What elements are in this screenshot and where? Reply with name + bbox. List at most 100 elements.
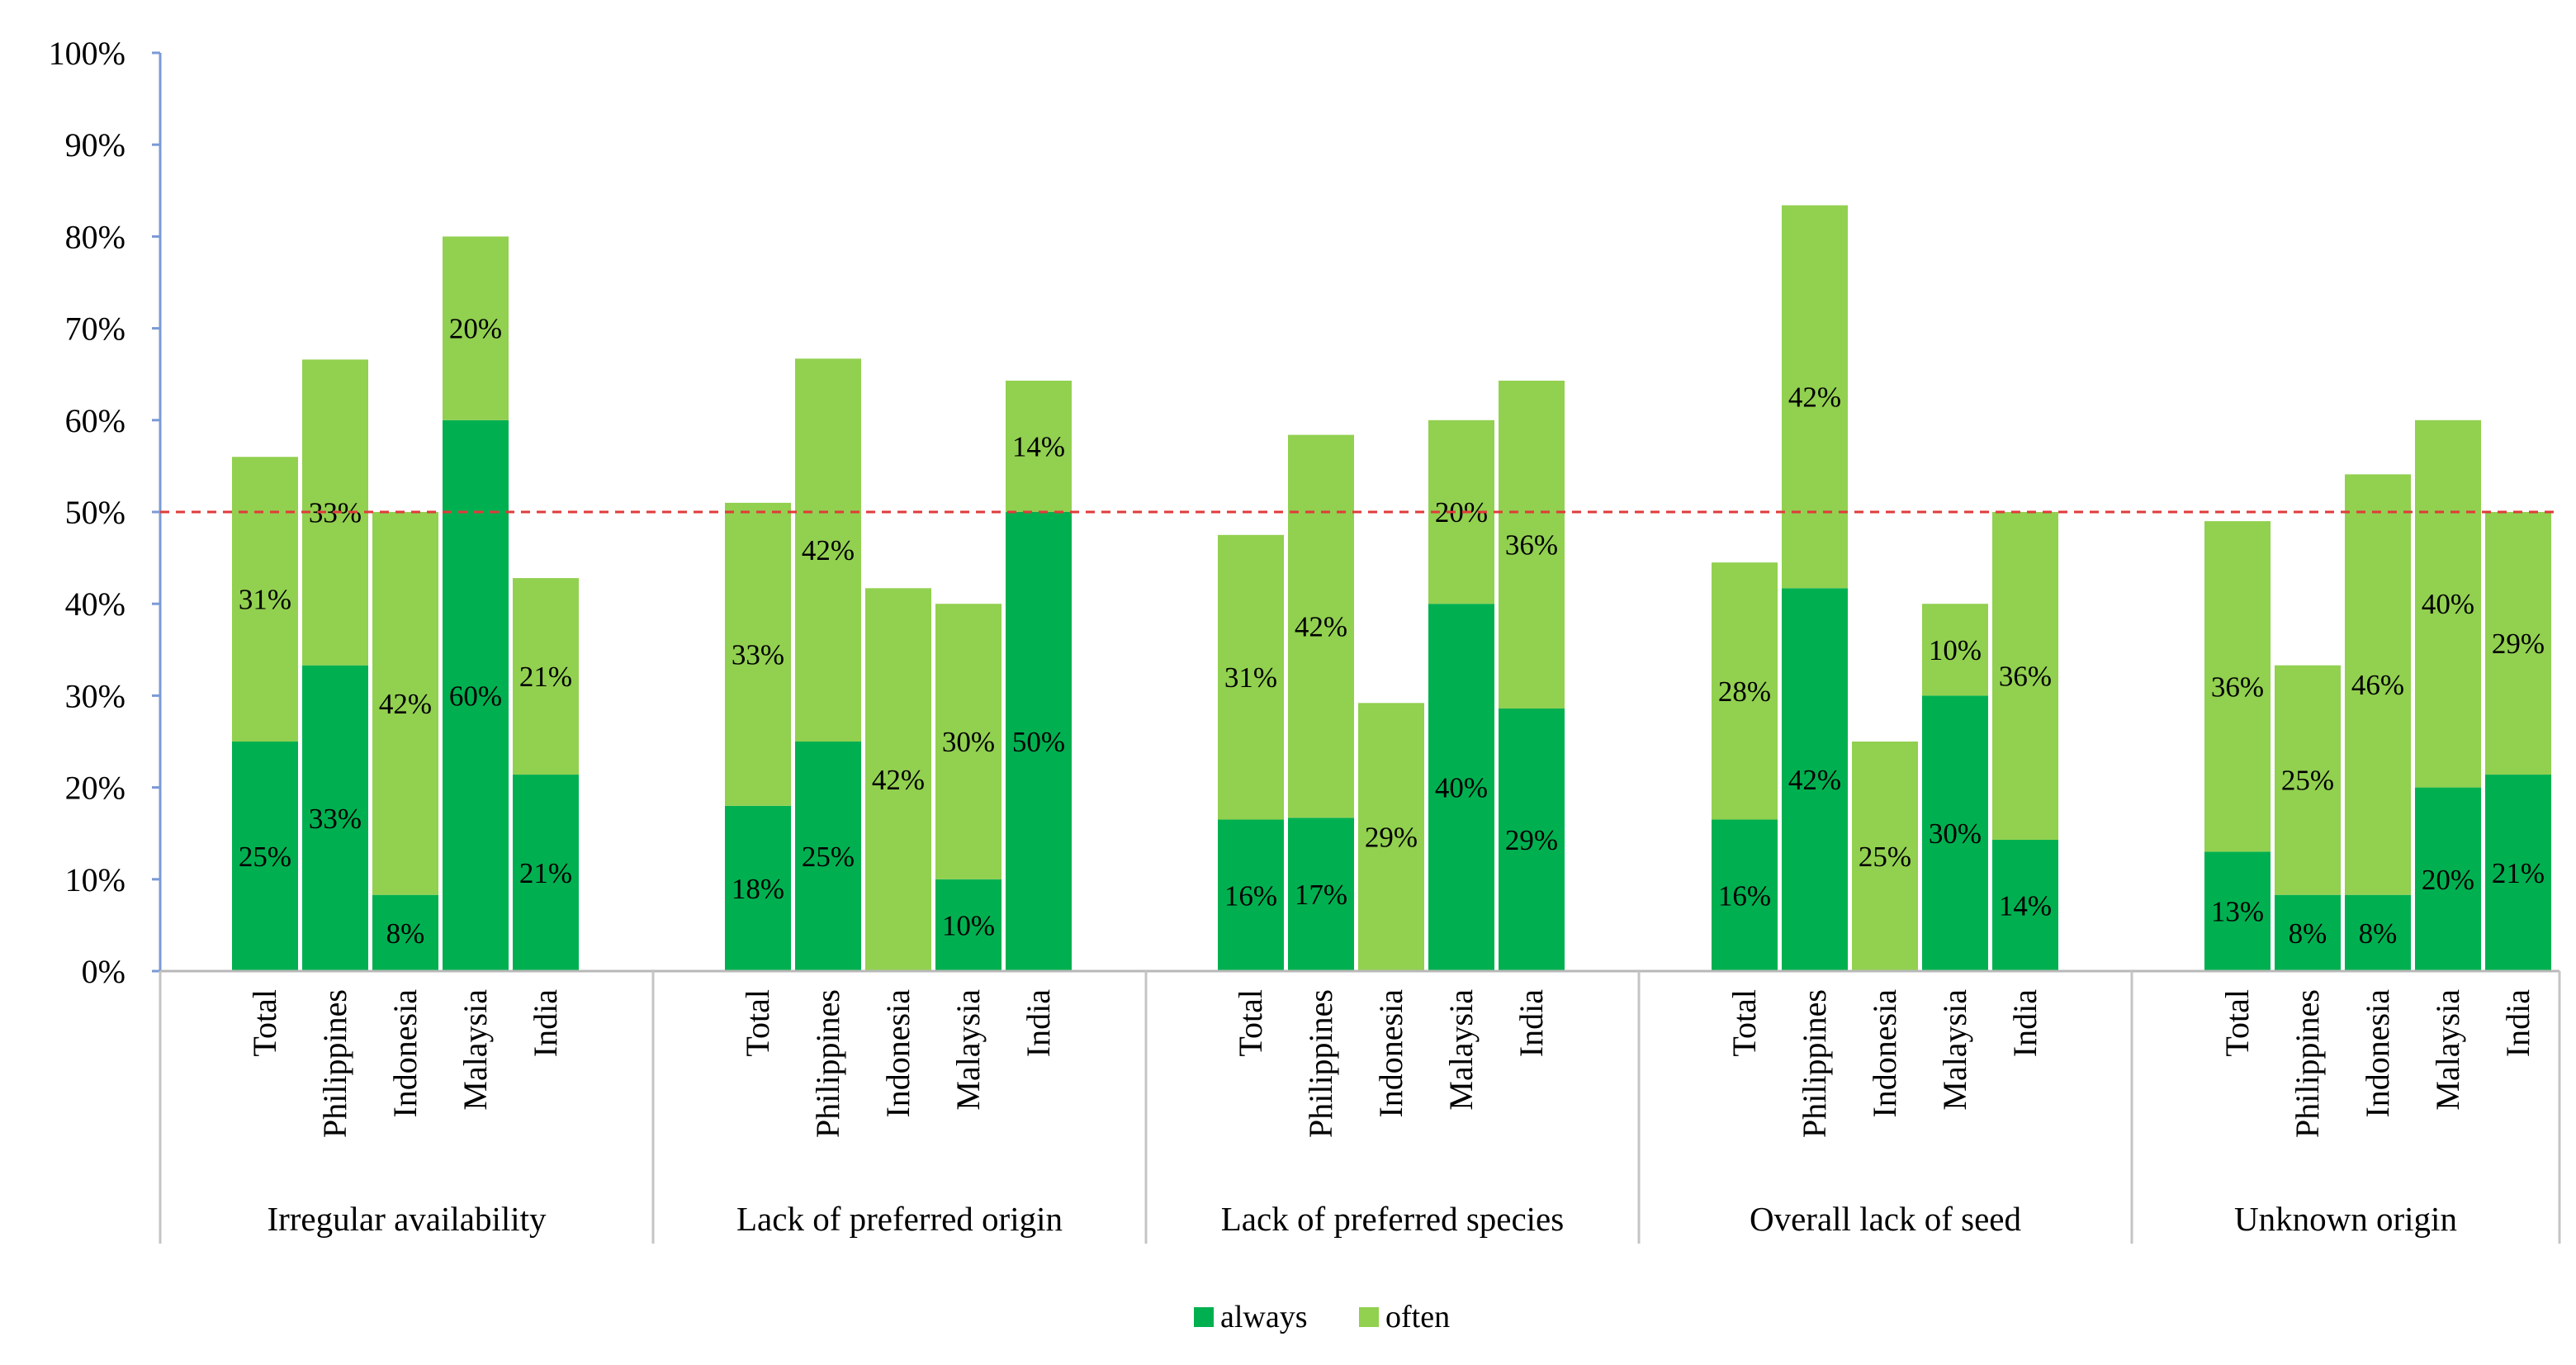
- x-category-label: India: [1020, 989, 1057, 1057]
- legend-label-always: always: [1220, 1300, 1308, 1334]
- x-category-label: Indonesia: [1866, 989, 1903, 1118]
- bar-always: [1992, 839, 2058, 971]
- axis-layer: 0% 10% 20% 30% 40% 50% 60% 70% 80% 90% 100%: [49, 35, 162, 990]
- bar-often: [232, 457, 298, 742]
- data-label-often: 30%: [942, 726, 995, 758]
- bar-always: [302, 665, 368, 971]
- x-group-label: Lack of preferred species: [1221, 1200, 1564, 1238]
- data-label-often: 36%: [1999, 660, 2052, 692]
- bar-often: [1006, 380, 1072, 512]
- bar-always: [2275, 894, 2341, 971]
- bar-always: [1006, 512, 1072, 971]
- x-category-label: Malaysia: [2429, 989, 2466, 1111]
- y-tick-label: 10%: [65, 861, 125, 898]
- bar-always: [372, 894, 438, 971]
- data-label-always: 16%: [1224, 879, 1277, 912]
- bar-always: [795, 742, 861, 971]
- data-label-always: 20%: [2422, 864, 2474, 896]
- x-category-label: Philippines: [1796, 989, 1833, 1138]
- bar-often: [372, 512, 438, 895]
- x-category-label: Total: [739, 989, 776, 1057]
- bar-always: [2204, 851, 2271, 971]
- bar-always: [1782, 588, 1848, 971]
- data-label-always: 25%: [239, 841, 291, 873]
- data-label-always: 21%: [2492, 857, 2545, 889]
- data-label-always: 25%: [802, 841, 855, 873]
- data-label-often: 36%: [2211, 671, 2264, 703]
- bar-often: [1218, 534, 1284, 820]
- data-label-always: 33%: [309, 803, 362, 835]
- bar-often: [2415, 419, 2481, 788]
- data-label-often: 29%: [2492, 628, 2545, 660]
- data-label-always: 8%: [2289, 917, 2327, 950]
- bar-often: [2204, 521, 2271, 852]
- bar-often: [1922, 604, 1988, 696]
- x-category-label: Indonesia: [1372, 989, 1409, 1118]
- bar-always: [725, 805, 791, 971]
- bar-always: [1712, 819, 1778, 971]
- x-category-label: India: [527, 989, 564, 1057]
- legend-label-often: often: [1385, 1300, 1450, 1334]
- bar-always: [1288, 818, 1354, 971]
- data-label-often: 33%: [732, 638, 784, 671]
- data-label-often: 42%: [379, 688, 432, 720]
- bar-always: [2345, 894, 2411, 971]
- bar-often: [1358, 703, 1424, 971]
- bar-always: [1428, 604, 1494, 971]
- x-category-label: Philippines: [809, 989, 846, 1138]
- x-category-label: India: [2006, 989, 2043, 1057]
- y-tick-label: 90%: [65, 126, 125, 164]
- y-tick-label: 50%: [65, 494, 125, 531]
- x-category-label: Philippines: [2289, 989, 2326, 1138]
- data-label-always: 13%: [2211, 896, 2264, 928]
- bar-always: [935, 879, 1002, 971]
- bar-always: [1218, 819, 1284, 971]
- y-tick-label: 80%: [65, 218, 125, 255]
- bar-often: [795, 358, 861, 742]
- data-label-often: 29%: [1365, 822, 1418, 854]
- legend: always often: [1194, 1300, 1450, 1334]
- bar-often: [443, 236, 509, 420]
- bar-often: [1712, 562, 1778, 820]
- bar-often: [2275, 665, 2341, 895]
- data-label-often: 31%: [1224, 661, 1277, 694]
- data-label-always: 60%: [449, 680, 502, 712]
- x-category-label: Malaysia: [949, 989, 987, 1111]
- legend-swatch-always: [1194, 1307, 1214, 1327]
- data-label-always: 16%: [1718, 879, 1771, 912]
- x-group-label: Unknown origin: [2234, 1200, 2457, 1238]
- bar-always: [2415, 787, 2481, 971]
- y-tick-label: 30%: [65, 677, 125, 714]
- data-label-often: 42%: [1788, 381, 1841, 413]
- bar-always: [232, 742, 298, 971]
- bar-always: [513, 775, 579, 971]
- data-labels-layer: 25%31%33%33%8%42% 60%20%21%21%18%33%25%42…: [160, 313, 2559, 950]
- x-category-label: Philippines: [1302, 989, 1339, 1138]
- x-category-label: India: [1513, 989, 1550, 1057]
- data-label-always: 14%: [1999, 889, 2052, 922]
- data-label-often: 40%: [2422, 588, 2474, 620]
- x-axis-layer: Total Philippines Indonesia Malaysia India Ir…: [159, 969, 2561, 1244]
- data-label-always: 42%: [1788, 764, 1841, 796]
- data-label-always: 30%: [1929, 818, 1982, 850]
- x-category-label: Malaysia: [1442, 989, 1480, 1111]
- y-tick-label: 100%: [49, 35, 125, 72]
- y-tick-label: 60%: [65, 402, 125, 439]
- bars-layer: [232, 205, 2551, 971]
- x-category-label: Total: [1726, 989, 1763, 1057]
- bar-often: [1499, 380, 1565, 709]
- x-category-label: Philippines: [316, 989, 353, 1138]
- bar-often: [1782, 205, 1848, 589]
- data-label-always: 17%: [1295, 879, 1347, 911]
- x-category-label: India: [2499, 989, 2536, 1057]
- x-category-label: Malaysia: [457, 989, 494, 1111]
- data-label-always: 40%: [1435, 772, 1488, 804]
- x-group-label: Overall lack of seed: [1750, 1200, 2021, 1238]
- bar-often: [725, 502, 791, 806]
- data-label-always: 10%: [942, 909, 995, 941]
- bar-often: [865, 588, 931, 971]
- x-group-label: Lack of preferred origin: [736, 1200, 1063, 1238]
- data-label-often: 10%: [1929, 634, 1982, 666]
